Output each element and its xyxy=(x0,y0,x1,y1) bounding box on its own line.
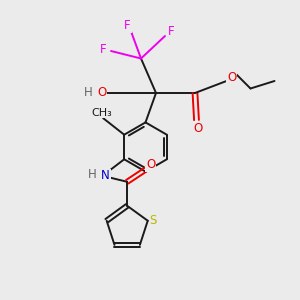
Text: H: H xyxy=(84,86,93,100)
Text: F: F xyxy=(100,43,107,56)
Text: O: O xyxy=(146,158,155,171)
Text: F: F xyxy=(124,19,131,32)
Text: O: O xyxy=(98,86,106,100)
Text: S: S xyxy=(149,214,157,227)
Text: H: H xyxy=(88,168,97,181)
Text: O: O xyxy=(227,71,236,84)
Text: CH₃: CH₃ xyxy=(91,108,112,118)
Text: N: N xyxy=(101,169,110,182)
Text: F: F xyxy=(168,25,174,38)
Text: O: O xyxy=(194,122,202,135)
